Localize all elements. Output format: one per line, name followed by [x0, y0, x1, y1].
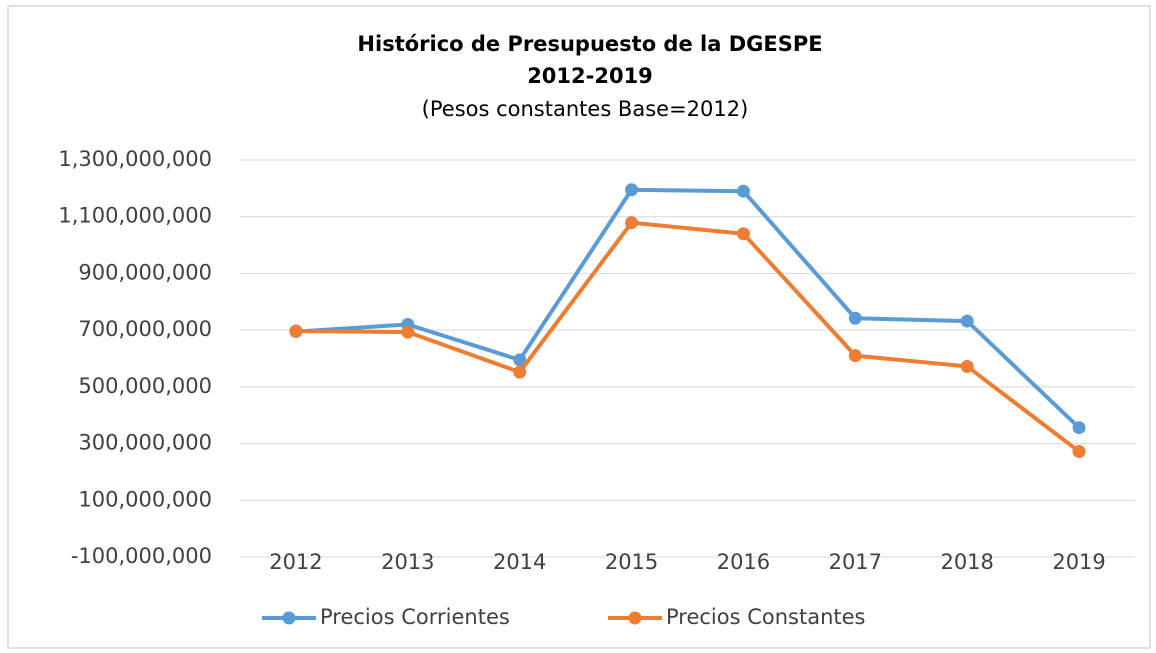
- y-tick-label: 1,100,000,000: [58, 204, 212, 228]
- y-tick-label: -100,000,000: [71, 544, 212, 568]
- legend-marker: [628, 611, 642, 625]
- y-tick-label: 900,000,000: [78, 260, 212, 284]
- marker: [1072, 421, 1086, 435]
- x-tick-label: 2016: [717, 550, 770, 574]
- marker: [848, 311, 862, 325]
- marker: [289, 324, 303, 338]
- y-tick-label: 100,000,000: [78, 487, 212, 511]
- marker: [625, 216, 639, 230]
- chart-units: (Pesos constantes Base=2012): [422, 97, 749, 121]
- x-tick-label: 2017: [829, 550, 882, 574]
- legend-label: Precios Constantes: [666, 605, 866, 629]
- y-tick-label: 500,000,000: [78, 374, 212, 398]
- x-tick-label: 2018: [940, 550, 993, 574]
- marker: [736, 184, 750, 198]
- y-tick-label: 300,000,000: [78, 431, 212, 455]
- marker: [513, 353, 527, 367]
- line: [295, 220, 1081, 454]
- chart-subtitle: 2012-2019: [527, 64, 653, 88]
- legend-label: Precios Corrientes: [320, 605, 510, 629]
- y-tick-label: 700,000,000: [78, 317, 212, 341]
- x-tick-label: 2012: [269, 550, 322, 574]
- marker: [736, 227, 750, 241]
- chart-title: Histórico de Presupuesto de la DGESPE: [357, 32, 822, 56]
- marker: [1072, 445, 1086, 459]
- x-tick-label: 2013: [381, 550, 434, 574]
- line: [295, 187, 1081, 430]
- x-tick-label: 2015: [605, 550, 658, 574]
- marker: [625, 183, 639, 197]
- marker: [960, 314, 974, 328]
- marker: [848, 349, 862, 363]
- marker: [960, 359, 974, 373]
- x-tick-label: 2019: [1052, 550, 1105, 574]
- marker: [401, 325, 415, 339]
- marker: [513, 365, 527, 379]
- y-tick-label: 1,300,000,000: [58, 147, 212, 171]
- chart-frame: [7, 5, 1151, 649]
- legend-marker: [282, 611, 296, 625]
- x-tick-label: 2014: [493, 550, 546, 574]
